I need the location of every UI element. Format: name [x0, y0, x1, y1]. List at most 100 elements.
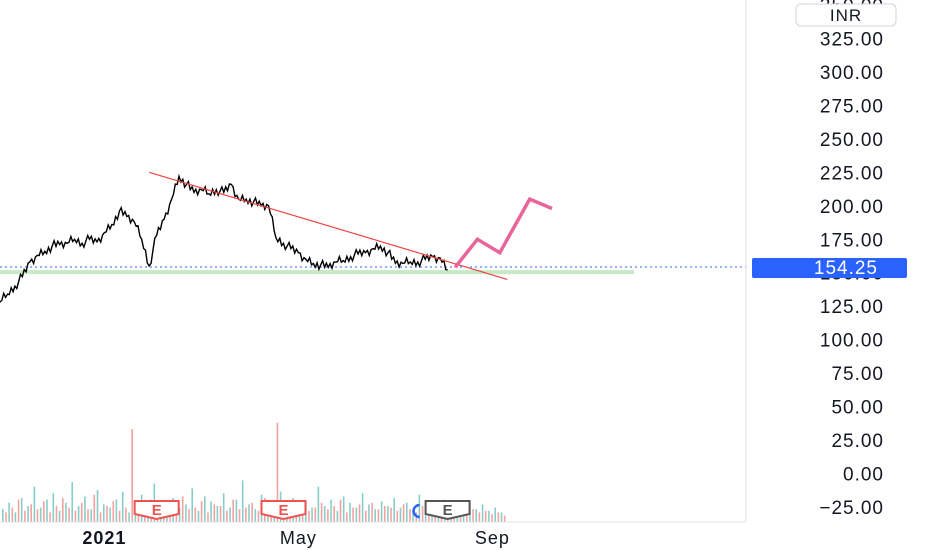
volume-bar	[87, 509, 89, 522]
volume-bar	[245, 507, 247, 522]
volume-bar	[393, 498, 395, 522]
volume-bar	[11, 507, 14, 522]
volume-bar	[241, 480, 244, 522]
y-tick-label: 75.00	[831, 364, 884, 385]
volume-bar	[68, 507, 70, 522]
volume-bar	[406, 502, 408, 522]
volume-bar	[93, 494, 96, 522]
volume-bar	[226, 510, 228, 522]
volume-bar	[327, 509, 329, 522]
earnings-marker-badge	[260, 500, 307, 521]
volume-bar	[349, 502, 351, 522]
volume-bar	[200, 501, 203, 522]
volume-bar	[491, 514, 493, 522]
x-tick-label: Sep	[475, 528, 510, 548]
volume-bar	[355, 507, 358, 522]
volume-bar	[30, 504, 32, 522]
volume-bar	[2, 509, 4, 522]
volume-bar	[330, 499, 332, 522]
volume-bar	[232, 499, 234, 522]
volume-bar	[62, 498, 64, 522]
volume-bar	[481, 504, 484, 522]
y-tick-label: −25.00	[819, 498, 884, 519]
earnings-marker-badge	[133, 500, 180, 521]
volume-bar	[210, 501, 212, 522]
volume-bar	[65, 502, 67, 522]
volume-bar	[115, 499, 118, 522]
volume-bar	[402, 504, 405, 522]
earnings-marker: E	[260, 500, 307, 521]
earnings-marker-label: E	[443, 502, 453, 519]
volume-bar	[339, 499, 342, 522]
volume-bar	[84, 496, 86, 522]
volume-bar	[36, 509, 39, 522]
volume-bar	[14, 512, 17, 522]
volume-bar	[317, 486, 320, 522]
volume-bar	[371, 502, 373, 522]
volume-bar	[109, 507, 111, 522]
y-tick-label: 125.00	[820, 297, 884, 318]
volume-bar	[365, 510, 367, 522]
volume-bar	[125, 507, 127, 522]
volume-bar	[46, 499, 48, 522]
volume-bar	[90, 509, 92, 522]
volume-bar	[71, 482, 73, 522]
volume-bar	[361, 493, 364, 522]
last-price-value: 154.25	[814, 258, 878, 279]
volume-bar	[185, 504, 187, 522]
earnings-marker-label: E	[152, 502, 162, 519]
volume-bar	[112, 501, 115, 522]
volume-bar	[333, 506, 335, 522]
volume-bar	[475, 509, 477, 522]
volume-bar	[43, 501, 45, 522]
earnings-marker: E	[133, 500, 180, 521]
volume-bar	[323, 506, 326, 522]
volume-bar	[412, 509, 414, 522]
volume-bar	[336, 510, 339, 522]
support-zone-band	[0, 270, 635, 275]
descending-trendline	[149, 171, 508, 280]
x-axis[interactable]: 2021 May Sep	[82, 528, 510, 548]
currency-button[interactable]: INR	[795, 3, 897, 27]
volume-bar	[466, 510, 468, 522]
volume-bar	[17, 499, 20, 522]
volume-bar	[204, 496, 206, 522]
volume-bar	[213, 504, 216, 522]
earnings-marker: E	[412, 500, 471, 521]
volume-bar	[238, 509, 241, 522]
volume-bar	[380, 501, 383, 522]
volume-bar	[181, 496, 184, 522]
volume-bar	[103, 504, 105, 522]
y-tick-label: 100.00	[820, 331, 884, 352]
y-tick-label: 300.00	[820, 63, 884, 84]
volume-bar	[484, 510, 487, 522]
volume-bar	[8, 502, 10, 522]
earnings-marker-label: E	[278, 502, 288, 519]
volume-bar	[314, 507, 317, 522]
volume-bar	[346, 512, 348, 522]
trendline	[149, 171, 508, 280]
volume-bar	[387, 506, 389, 522]
volume-bar	[478, 512, 481, 522]
volume-bar	[421, 506, 424, 522]
volume-bar	[191, 488, 193, 522]
volume-bar	[80, 502, 83, 522]
price-series	[0, 173, 448, 303]
volume-bar	[188, 509, 190, 522]
volume-bar	[131, 429, 133, 522]
x-tick-label: 2021	[82, 528, 126, 548]
volume-bar	[33, 486, 36, 522]
y-tick-label: 25.00	[831, 431, 884, 452]
volume-bar	[52, 493, 55, 522]
volume-bar	[216, 506, 219, 522]
y-tick-label: 225.00	[820, 163, 884, 184]
volume-bar	[257, 510, 260, 522]
volume-bar	[396, 510, 399, 522]
volume-bar	[368, 504, 370, 522]
volume-bar	[39, 507, 42, 522]
volume-bar	[254, 509, 257, 522]
earnings-marker-arc	[412, 503, 420, 519]
volume-bar	[235, 499, 238, 522]
y-tick-label: 0.00	[843, 465, 884, 486]
